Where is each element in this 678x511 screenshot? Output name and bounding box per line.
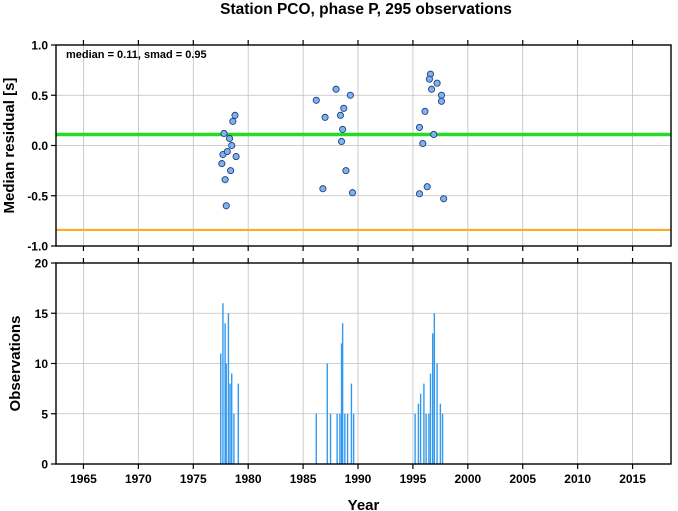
data-point	[415, 123, 424, 131]
data-point	[229, 117, 237, 125]
median-smad-annotation: median = 0.11, smad = 0.95	[66, 49, 207, 61]
observations-axis-ticks: 1965 1970 1975 1980 1985 1990 1995 2000 2005 2010…	[35, 257, 647, 487]
data-point	[415, 190, 424, 198]
x-tick-label: 1995	[400, 472, 427, 486]
y-tick-label: -1.0	[27, 240, 48, 254]
data-point	[346, 91, 354, 99]
data-point	[340, 104, 348, 112]
data-point	[342, 167, 350, 175]
x-tick-label: 1970	[125, 472, 152, 486]
residual-axis-ticks: -1.0 -0.5 0.0 0.5 1.0	[27, 39, 634, 254]
data-point	[332, 85, 340, 93]
x-tick-label: 1990	[345, 472, 372, 486]
data-point	[228, 141, 236, 150]
chart-title: Station PCO, phase P, 295 observations	[220, 1, 512, 18]
data-point	[225, 134, 234, 143]
y-axis-label-observations: Observations	[7, 316, 24, 412]
y-tick-label: 20	[35, 257, 49, 271]
data-point	[348, 189, 357, 197]
y-tick-label: 0.5	[31, 89, 48, 103]
x-axis-label-year: Year	[348, 497, 380, 511]
data-point	[222, 202, 230, 210]
data-point	[232, 153, 240, 161]
observations-grid	[56, 262, 671, 465]
data-point	[440, 195, 448, 203]
x-tick-label: 2010	[564, 472, 591, 486]
x-tick-label: 2015	[619, 472, 646, 486]
data-point	[437, 97, 446, 105]
residual-points	[218, 70, 448, 210]
data-point	[321, 113, 329, 121]
data-point	[421, 107, 429, 115]
data-point	[231, 111, 239, 119]
data-point	[428, 85, 436, 93]
data-point	[433, 79, 441, 87]
reference-lines	[56, 132, 671, 232]
data-point	[336, 111, 344, 119]
y-tick-label: 10	[35, 357, 49, 371]
y-tick-label: 15	[35, 307, 49, 321]
y-axis-label-residual: Median residual [s]	[1, 78, 18, 214]
y-tick-label: -0.5	[27, 189, 48, 203]
y-tick-label: 0	[41, 458, 48, 472]
observation-bars	[220, 303, 444, 464]
data-point	[218, 160, 226, 168]
x-tick-label: 1985	[290, 472, 317, 486]
data-point	[425, 75, 433, 83]
data-point	[220, 129, 228, 137]
data-point	[221, 176, 229, 184]
data-point	[419, 139, 427, 148]
data-point	[223, 147, 231, 156]
data-point	[227, 167, 235, 175]
data-point	[319, 185, 327, 193]
data-point	[437, 91, 446, 99]
y-tick-label: 0.0	[31, 139, 48, 153]
residual-panel: -1.0 -0.5 0.0 0.5 1.0 median = 0.11, smad = …	[1, 39, 672, 254]
data-point	[337, 137, 346, 146]
observations-panel: 1965 1970 1975 1980 1985 1990 1995 2000 2005 2010…	[7, 257, 672, 511]
residual-grid	[56, 44, 671, 247]
x-tick-label: 2005	[509, 472, 536, 486]
data-point	[430, 130, 438, 138]
y-tick-label: 5	[41, 407, 48, 421]
data-point	[339, 125, 347, 133]
x-tick-label: 2000	[454, 472, 481, 486]
x-tick-label: 1975	[180, 472, 207, 486]
data-point	[423, 183, 431, 191]
x-tick-label: 1980	[235, 472, 262, 486]
x-tick-label: 1965	[70, 472, 97, 486]
y-tick-label: 1.0	[31, 39, 48, 53]
data-point	[312, 96, 320, 104]
